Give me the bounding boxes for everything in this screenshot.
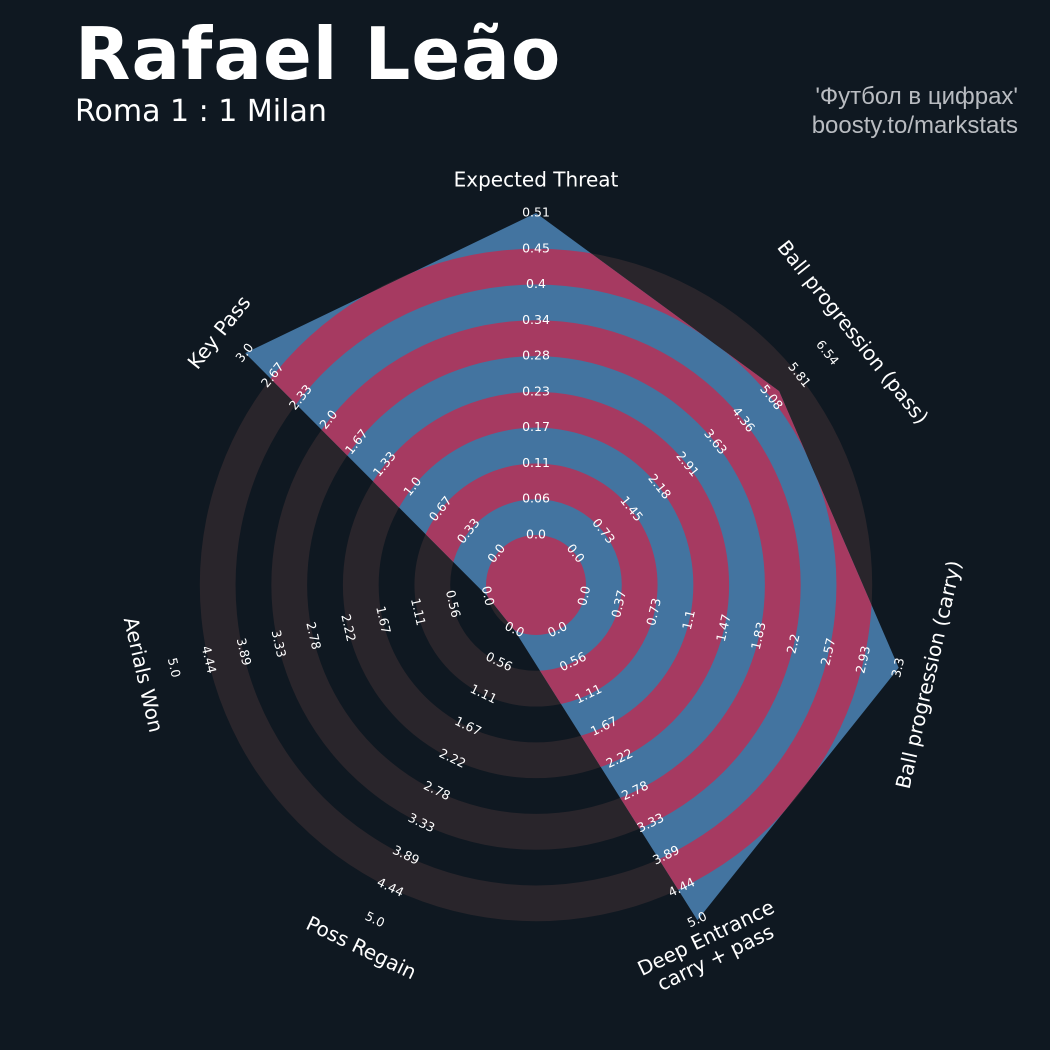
- parameter-label: Poss Regain: [302, 911, 420, 984]
- ring-value-label: 0.37: [608, 589, 629, 619]
- ring-value-label: 0.23: [522, 383, 550, 398]
- credit-line-1: 'Футбол в цифрах': [815, 83, 1018, 110]
- ring-value-label: 0.11: [522, 455, 550, 470]
- ring-value-label: 0.06: [522, 491, 550, 506]
- ring-value-label: 5.0: [363, 908, 387, 930]
- ring-value-label: 0.34: [522, 312, 550, 327]
- ring-value-label: 3.89: [234, 636, 255, 667]
- ring-value-label: 0.0: [574, 584, 593, 607]
- ring-value-label: 6.54: [813, 337, 842, 368]
- ring-value-label: 1.1: [679, 608, 698, 631]
- ring-value-label: 2.2: [783, 632, 802, 655]
- ring-value-label: 2.57: [817, 636, 838, 666]
- ring-value-label: 1.11: [408, 597, 429, 627]
- credit: 'Футбол в цифрах' boosty.to/markstats: [812, 82, 1018, 140]
- ring-value-label: 4.44: [199, 644, 220, 675]
- ring-value-label: 0.45: [522, 240, 550, 255]
- match-result: Roma 1 : 1 Milan: [75, 94, 327, 129]
- ring-value-label: 3.3: [888, 656, 907, 679]
- ring-value-label: 0.51: [522, 205, 550, 220]
- ring-value-label: 1.67: [373, 605, 394, 635]
- ring-value-label: 0.0: [479, 584, 498, 607]
- ring-value-label: 3.0: [232, 340, 256, 365]
- ring-value-label: 0.28: [522, 348, 550, 363]
- ring-value-label: 0.56: [443, 589, 464, 620]
- polygon-band: [486, 535, 586, 635]
- ring-value-label: 0.0: [526, 527, 546, 542]
- credit-line-2: boosty.to/markstats: [811, 112, 1018, 139]
- ring-value-label: 3.33: [269, 628, 290, 658]
- ring-value-label: 2.22: [338, 613, 359, 643]
- ring-value-label: 5.0: [165, 656, 184, 679]
- ring-value-label: 1.47: [713, 613, 734, 643]
- ring-value-label: 0.17: [522, 419, 550, 434]
- ring-value-label: 0.4: [526, 276, 546, 291]
- ring-value-label: 2.78: [303, 620, 324, 651]
- parameter-label: Aerials Won: [119, 615, 169, 735]
- ring-value-label: 0.73: [643, 597, 664, 627]
- ring-value-label: 2.93: [852, 644, 873, 674]
- player-name: Rafael Leão: [75, 12, 562, 96]
- ring-value-label: 1.83: [748, 620, 769, 650]
- parameter-label: Expected Threat: [454, 168, 619, 192]
